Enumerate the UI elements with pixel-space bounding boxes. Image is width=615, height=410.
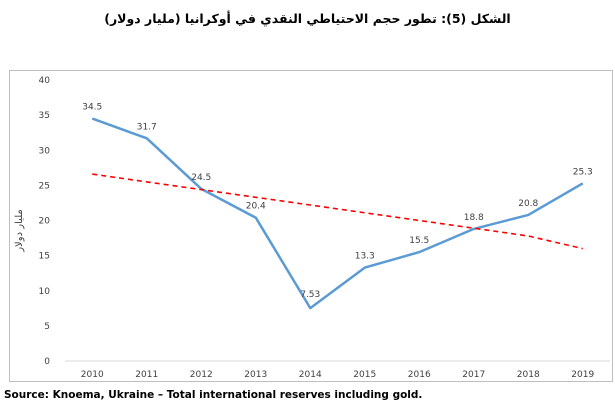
x-tick-label: 2011 (135, 370, 158, 380)
source-note: Source: Knoema, Ukraine – Total internat… (4, 389, 423, 401)
y-tick-label: 30 (39, 146, 51, 156)
data-label: 13.3 (355, 252, 375, 262)
y-tick-label: 40 (39, 76, 51, 86)
x-tick-label: 2016 (408, 370, 431, 380)
trend-line (92, 173, 583, 250)
data-label: 15.5 (409, 236, 429, 246)
reserves-line (91, 117, 584, 310)
data-label: 18.8 (464, 213, 484, 223)
y-tick-label: 15 (39, 252, 50, 262)
y-tick-label: 0 (44, 357, 50, 367)
line-chart: 0 5 10 15 20 25 30 35 40 2010 2011 2012 2013 2014 2015… (14, 76, 610, 380)
y-tick-label: 35 (39, 111, 50, 121)
y-tick-label: 5 (44, 322, 50, 332)
x-tick-label: 2013 (244, 370, 267, 380)
data-label: 25.3 (573, 167, 593, 177)
x-tick-label: 2018 (517, 370, 540, 380)
x-tick-label: 2019 (571, 370, 594, 380)
data-label: 31.7 (137, 122, 157, 132)
x-tick-label: 2015 (353, 370, 376, 380)
y-axis-title: مليار دولار (14, 209, 25, 253)
data-label: 34.5 (82, 103, 102, 113)
data-label: 7.53 (300, 290, 320, 300)
chart-title: الشكل (5): تطور حجم الاحتياطي النقدي في … (104, 11, 511, 26)
x-tick-label: 2010 (81, 370, 104, 380)
x-tick-label: 2012 (190, 370, 213, 380)
data-label: 20.8 (518, 199, 538, 209)
x-tick-label: 2017 (462, 370, 485, 380)
chart-area: 0 5 10 15 20 25 30 35 40 2010 2011 2012 2013 2014 2015… (9, 70, 613, 382)
y-tick-label: 20 (39, 217, 51, 227)
y-tick-label: 10 (39, 287, 51, 297)
y-tick-label: 25 (39, 181, 50, 191)
data-label: 24.5 (191, 173, 211, 183)
x-tick-label: 2014 (299, 370, 322, 380)
data-label: 20.4 (246, 202, 266, 212)
